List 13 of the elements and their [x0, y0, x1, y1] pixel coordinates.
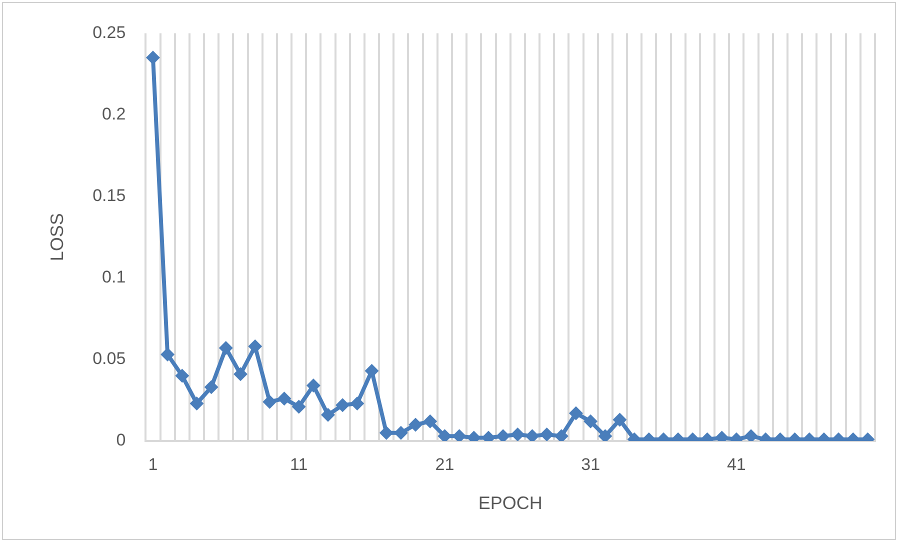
y-tick-label: 0.05 [92, 349, 126, 368]
y-axis-title: LOSS [46, 213, 67, 262]
y-tick-label: 0 [116, 430, 126, 450]
y-tick-label: 0.15 [92, 186, 126, 206]
x-tick-label: 11 [290, 454, 308, 474]
y-tick-label: 0.25 [92, 22, 126, 42]
x-axis-title: EPOCH [478, 493, 542, 514]
y-tick-label: 0.1 [102, 268, 126, 287]
x-tick-label: 21 [435, 454, 454, 474]
y-tick-label: 0.2 [102, 104, 126, 124]
x-tick-label: 41 [726, 454, 746, 474]
x-tick-label: 31 [581, 454, 600, 474]
x-tick-label: 1 [148, 454, 158, 474]
